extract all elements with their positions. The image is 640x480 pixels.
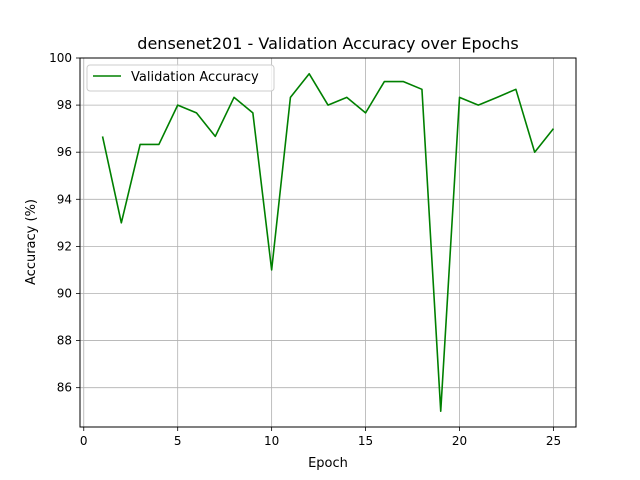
x-tick-label: 0 — [80, 434, 88, 448]
series-layer — [101, 72, 555, 413]
x-tick-label: 5 — [174, 434, 182, 448]
x-tick-label: 20 — [452, 434, 467, 448]
y-tick-label: 92 — [57, 239, 72, 253]
y-axis-label: Accuracy (%) — [24, 199, 39, 285]
x-axis-ticks: 0 5 10 15 20 25 — [80, 427, 561, 448]
x-tick-label: 25 — [546, 434, 561, 448]
y-tick-label: 94 — [57, 192, 72, 206]
legend-label: Validation Accuracy — [131, 70, 259, 85]
x-axis-label: Epoch — [308, 456, 348, 471]
y-axis-ticks: 86 88 90 92 94 96 98 100 — [49, 51, 80, 395]
x-tick-label: 10 — [264, 434, 279, 448]
y-tick-label: 86 — [57, 381, 72, 395]
y-tick-label: 96 — [57, 145, 72, 159]
x-tick-label: 15 — [358, 434, 373, 448]
legend-box — [86, 64, 275, 92]
y-tick-label: 98 — [57, 98, 72, 112]
chart-title: densenet201 - Validation Accuracy over E… — [137, 34, 518, 53]
legend: Validation Accuracy — [86, 64, 275, 92]
plot-frame — [79, 57, 577, 428]
y-tick-label: 100 — [49, 51, 72, 65]
y-tick-label: 90 — [57, 286, 72, 300]
y-tick-label: 88 — [57, 334, 72, 348]
series-line-validation-accuracy — [101, 72, 555, 413]
